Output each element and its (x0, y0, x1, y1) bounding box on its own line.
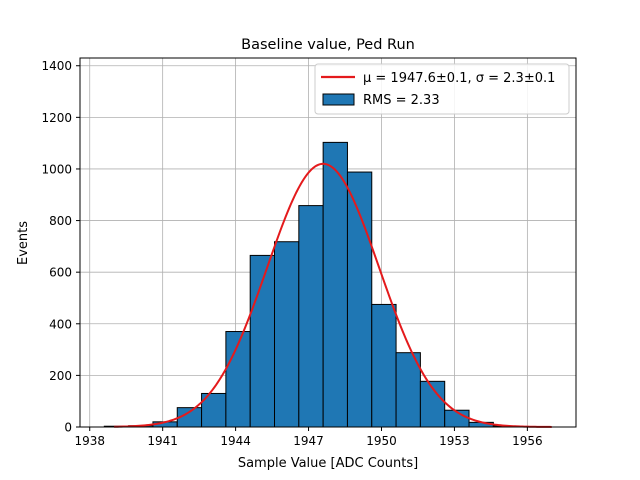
y-axis-label: Events (16, 221, 31, 265)
histogram-bar-11 (371, 303, 397, 428)
x-tick-label: 1956 (512, 434, 543, 448)
x-tick-label: 1941 (147, 434, 178, 448)
x-tick-label: 1950 (366, 434, 397, 448)
gaussian-fit-curve (114, 162, 552, 428)
legend: μ = 1947.6±0.1, σ = 2.3±0.1 RMS = 2.33 (314, 63, 570, 115)
histogram-bars (103, 141, 519, 428)
histogram-bar-5 (225, 331, 251, 428)
y-tick-label: 600 (49, 266, 72, 280)
x-tick-label: 1938 (74, 434, 105, 448)
legend-fit-label: μ = 1947.6±0.1, σ = 2.3±0.1 (363, 71, 555, 86)
y-tick-label: 800 (49, 214, 72, 228)
histogram-bar-12 (395, 352, 421, 428)
x-tick-label: 1947 (293, 434, 324, 448)
x-axis-label: Sample Value [ADC Counts] (238, 456, 418, 471)
y-tick-label: 400 (49, 317, 72, 331)
y-tick-label: 1000 (41, 162, 72, 176)
legend-rms-label: RMS = 2.33 (363, 93, 440, 108)
histogram-bar-9 (322, 141, 348, 428)
plot-frame (79, 57, 577, 428)
histogram-bar-10 (346, 171, 373, 428)
x-tick-label: 1953 (439, 434, 470, 448)
y-tick-label: 200 (49, 369, 72, 383)
chart-title: Baseline value, Ped Run (241, 37, 415, 53)
legend-rms-patch-swatch (322, 93, 355, 106)
y-tick-label: 1200 (41, 111, 72, 125)
y-axis-ticks: 0 200 400 600 800 1000 1200 1400 (41, 59, 80, 435)
y-tick-label: 0 (64, 421, 72, 435)
y-tick-label: 1400 (41, 59, 72, 73)
histogram-bar-7 (274, 241, 300, 428)
x-tick-label: 1944 (220, 434, 251, 448)
x-axis-ticks: 1938 1941 1944 1947 1950 1953 1956 (74, 427, 543, 448)
histogram-bar-8 (298, 205, 324, 428)
legend-box (314, 63, 570, 115)
